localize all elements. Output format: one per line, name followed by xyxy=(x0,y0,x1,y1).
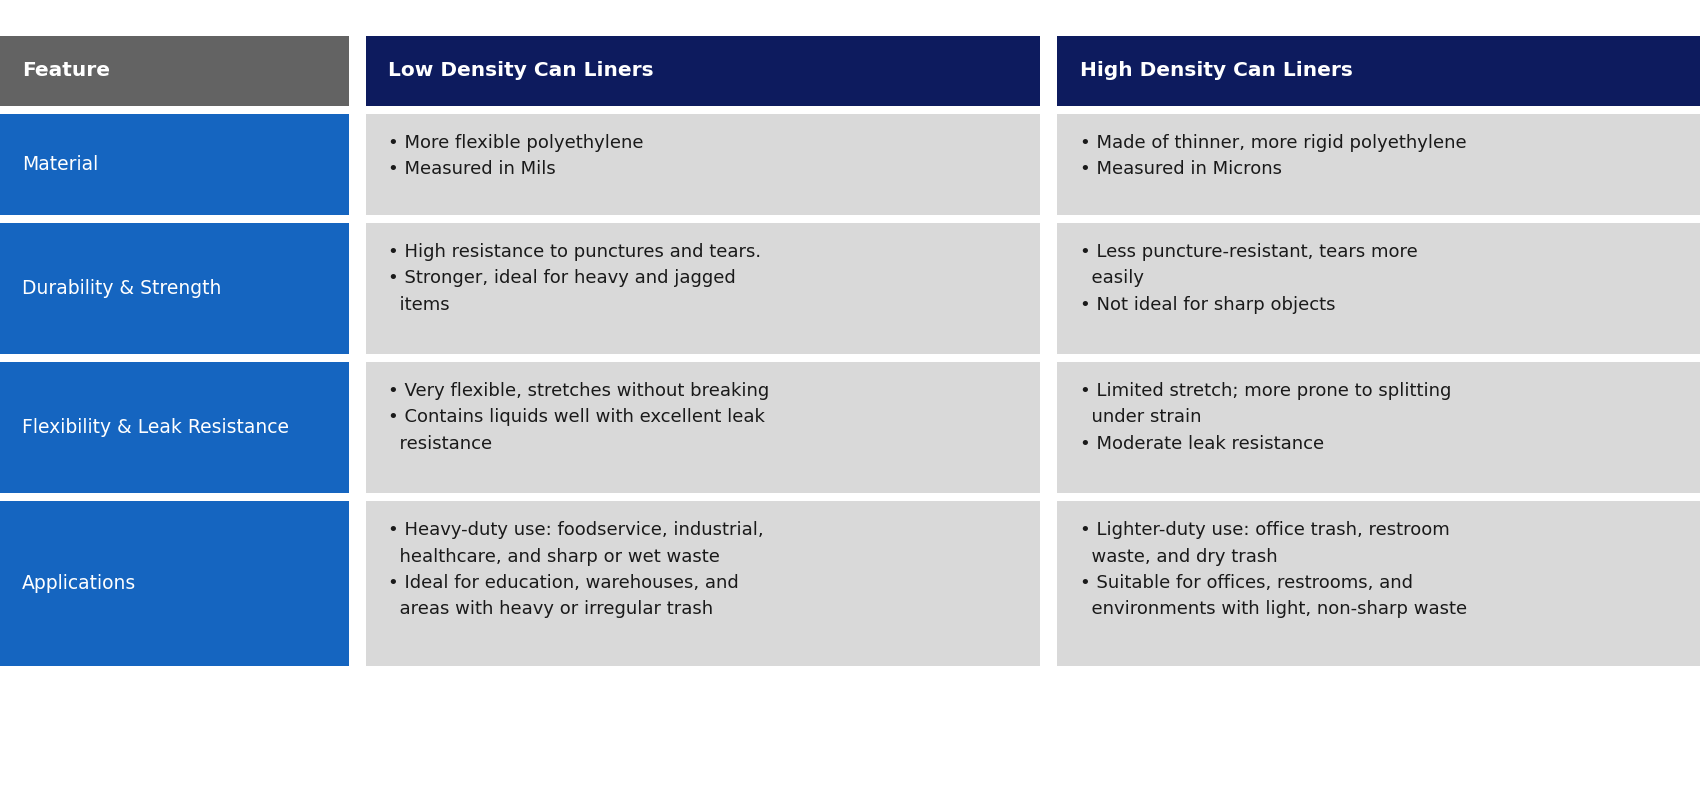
Text: Material: Material xyxy=(22,155,99,174)
Bar xyxy=(366,502,1040,666)
Text: • Limited stretch; more prone to splitting
  under strain
• Moderate leak resist: • Limited stretch; more prone to splitti… xyxy=(1080,382,1450,453)
Text: • Lighter-duty use: office trash, restroom
  waste, and dry trash
• Suitable for: • Lighter-duty use: office trash, restro… xyxy=(1080,522,1467,618)
Bar xyxy=(1057,223,1700,354)
Text: • High resistance to punctures and tears.
• Stronger, ideal for heavy and jagged: • High resistance to punctures and tears… xyxy=(388,243,760,314)
Bar xyxy=(366,114,1040,215)
Text: Applications: Applications xyxy=(22,574,136,594)
Bar xyxy=(1057,36,1700,106)
Text: High Density Can Liners: High Density Can Liners xyxy=(1080,62,1353,80)
Bar xyxy=(0,114,348,215)
Text: • Very flexible, stretches without breaking
• Contains liquids well with excelle: • Very flexible, stretches without break… xyxy=(388,382,768,453)
Text: • Less puncture-resistant, tears more
  easily
• Not ideal for sharp objects: • Less puncture-resistant, tears more ea… xyxy=(1080,243,1418,314)
Bar xyxy=(0,362,348,494)
Bar xyxy=(366,36,1040,106)
Bar xyxy=(1057,502,1700,666)
Text: • Heavy-duty use: foodservice, industrial,
  healthcare, and sharp or wet waste
: • Heavy-duty use: foodservice, industria… xyxy=(388,522,763,618)
Bar xyxy=(1057,114,1700,215)
Bar xyxy=(0,502,348,666)
Bar xyxy=(0,223,348,354)
Text: Durability & Strength: Durability & Strength xyxy=(22,279,221,298)
Text: Feature: Feature xyxy=(22,62,110,80)
Bar xyxy=(1057,362,1700,494)
Bar xyxy=(366,223,1040,354)
Text: • Made of thinner, more rigid polyethylene
• Measured in Microns: • Made of thinner, more rigid polyethyle… xyxy=(1080,134,1465,178)
Bar xyxy=(366,362,1040,494)
Text: Flexibility & Leak Resistance: Flexibility & Leak Resistance xyxy=(22,418,289,437)
Bar xyxy=(0,36,348,106)
Text: Low Density Can Liners: Low Density Can Liners xyxy=(388,62,653,80)
Text: • More flexible polyethylene
• Measured in Mils: • More flexible polyethylene • Measured … xyxy=(388,134,643,178)
